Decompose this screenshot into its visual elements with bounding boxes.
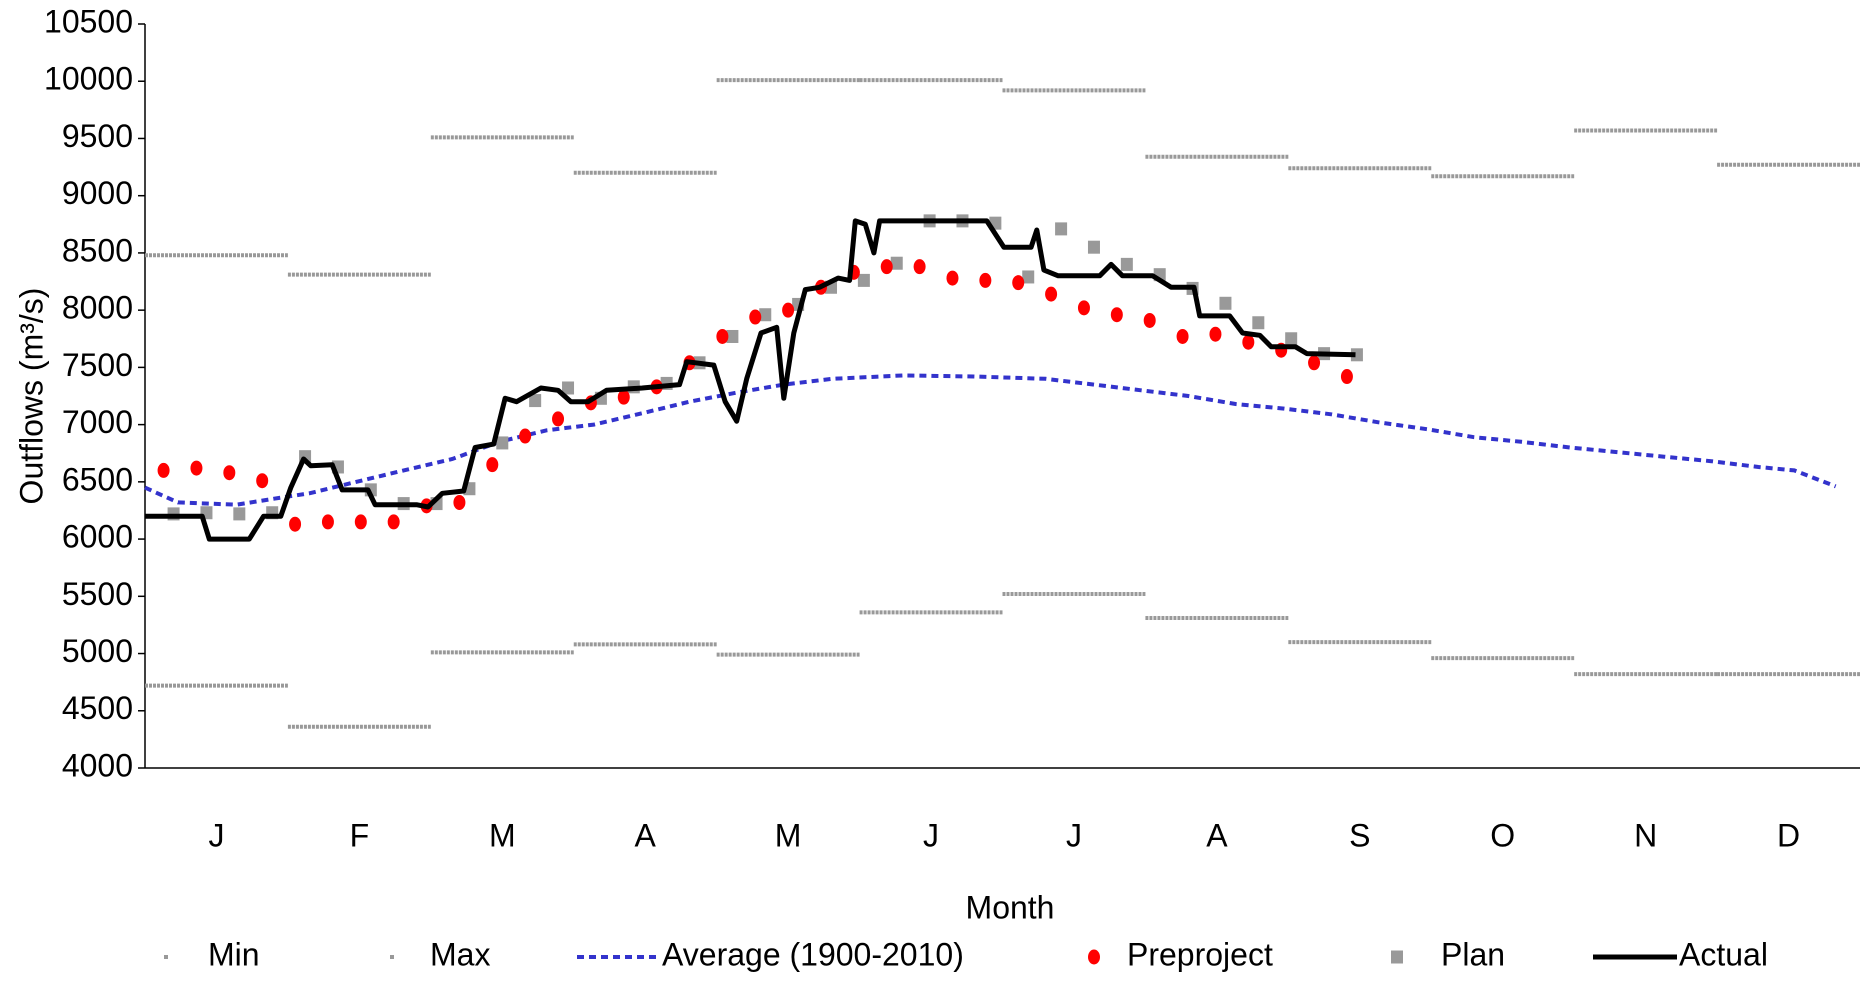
preproject-dot [1209, 326, 1222, 342]
plan-square [890, 256, 903, 270]
plan-square [1022, 270, 1035, 284]
legend-swatch [1088, 949, 1100, 965]
preproject-dot [387, 514, 400, 530]
plan-square [233, 507, 246, 521]
x-tick-label: F [350, 817, 370, 853]
preproject-dot [979, 272, 992, 288]
legend-swatch [390, 955, 394, 959]
y-tick-label: 9500 [62, 118, 133, 154]
preproject-dot [1110, 307, 1123, 323]
preproject-dot [617, 389, 630, 405]
y-tick-label: 5500 [62, 576, 133, 612]
y-tick-label: 10000 [44, 61, 133, 97]
preproject-dot [552, 411, 565, 427]
preproject-dot [1012, 275, 1025, 291]
y-tick-label: 6500 [62, 461, 133, 497]
actual-line [145, 218, 1356, 542]
average-line [144, 373, 1837, 507]
preproject-dot [913, 259, 926, 275]
x-tick-label: S [1349, 817, 1370, 853]
legend-label: Actual [1679, 936, 1768, 972]
plan-square [1087, 240, 1100, 254]
preproject-dot [157, 462, 170, 478]
plan-square [1285, 332, 1298, 346]
y-axis-label: Outflows (m³/s) [13, 288, 49, 505]
legend-swatch [1391, 950, 1403, 964]
preproject-dot [1077, 300, 1090, 316]
x-tick-label: M [489, 817, 516, 853]
preproject-dot [880, 259, 893, 275]
x-tick-label: A [1206, 817, 1228, 853]
plan-square [529, 394, 542, 408]
preproject-dot [519, 428, 532, 444]
preproject-dot [190, 460, 203, 476]
preproject-dot [321, 514, 334, 530]
legend-label: Average (1900-2010) [662, 936, 964, 972]
x-tick-label: M [775, 817, 802, 853]
plan-square [759, 308, 772, 322]
y-tick-label: 7500 [62, 347, 133, 383]
legend-label: Min [208, 936, 260, 972]
preproject-dot [1143, 312, 1156, 328]
y-tick-label: 8000 [62, 290, 133, 326]
legend-label: Preproject [1127, 936, 1273, 972]
preproject-dot [749, 309, 762, 325]
y-tick-label: 10500 [44, 3, 133, 39]
y-tick-label: 4500 [62, 690, 133, 726]
plan-square [1350, 348, 1363, 362]
y-tick-label: 7000 [62, 404, 133, 440]
y-tick-label: 4000 [62, 747, 133, 783]
plan-square [1055, 222, 1068, 236]
preproject-dot [486, 457, 499, 473]
x-tick-label: A [635, 817, 657, 853]
x-tick-label: J [923, 817, 939, 853]
preproject-dot [256, 473, 269, 489]
preproject-dot [716, 328, 729, 344]
legend-swatch [164, 955, 168, 959]
plan-square [1219, 296, 1232, 310]
x-tick-label: O [1490, 817, 1515, 853]
plan-square [496, 436, 509, 450]
preproject-dot [1176, 328, 1189, 344]
plan-square [1252, 316, 1265, 330]
plan-square [1120, 257, 1133, 271]
preproject-dot [453, 494, 466, 510]
preproject-dot [223, 465, 236, 481]
preproject-dot [1340, 369, 1353, 385]
plan-square [726, 329, 739, 343]
x-tick-label: D [1777, 817, 1800, 853]
y-tick-label: 8500 [62, 232, 133, 268]
preproject-dot [782, 302, 795, 318]
plan-square [857, 273, 870, 287]
preproject-dot [946, 270, 959, 286]
y-tick-label: 6000 [62, 519, 133, 555]
legend-label: Max [430, 936, 490, 972]
y-tick-label: 5000 [62, 633, 133, 669]
legend-label: Plan [1441, 936, 1505, 972]
preproject-dot [1308, 355, 1321, 371]
y-tick-label: 9000 [62, 175, 133, 211]
preproject-dot [289, 516, 302, 532]
preproject-dot [1242, 334, 1255, 350]
x-tick-label: N [1634, 817, 1657, 853]
x-tick-label: J [1066, 817, 1082, 853]
preproject-dot [354, 514, 367, 530]
x-axis-label: Month [966, 889, 1055, 925]
preproject-dot [1045, 286, 1058, 302]
x-tick-label: J [208, 817, 224, 853]
plan-square [562, 381, 575, 395]
